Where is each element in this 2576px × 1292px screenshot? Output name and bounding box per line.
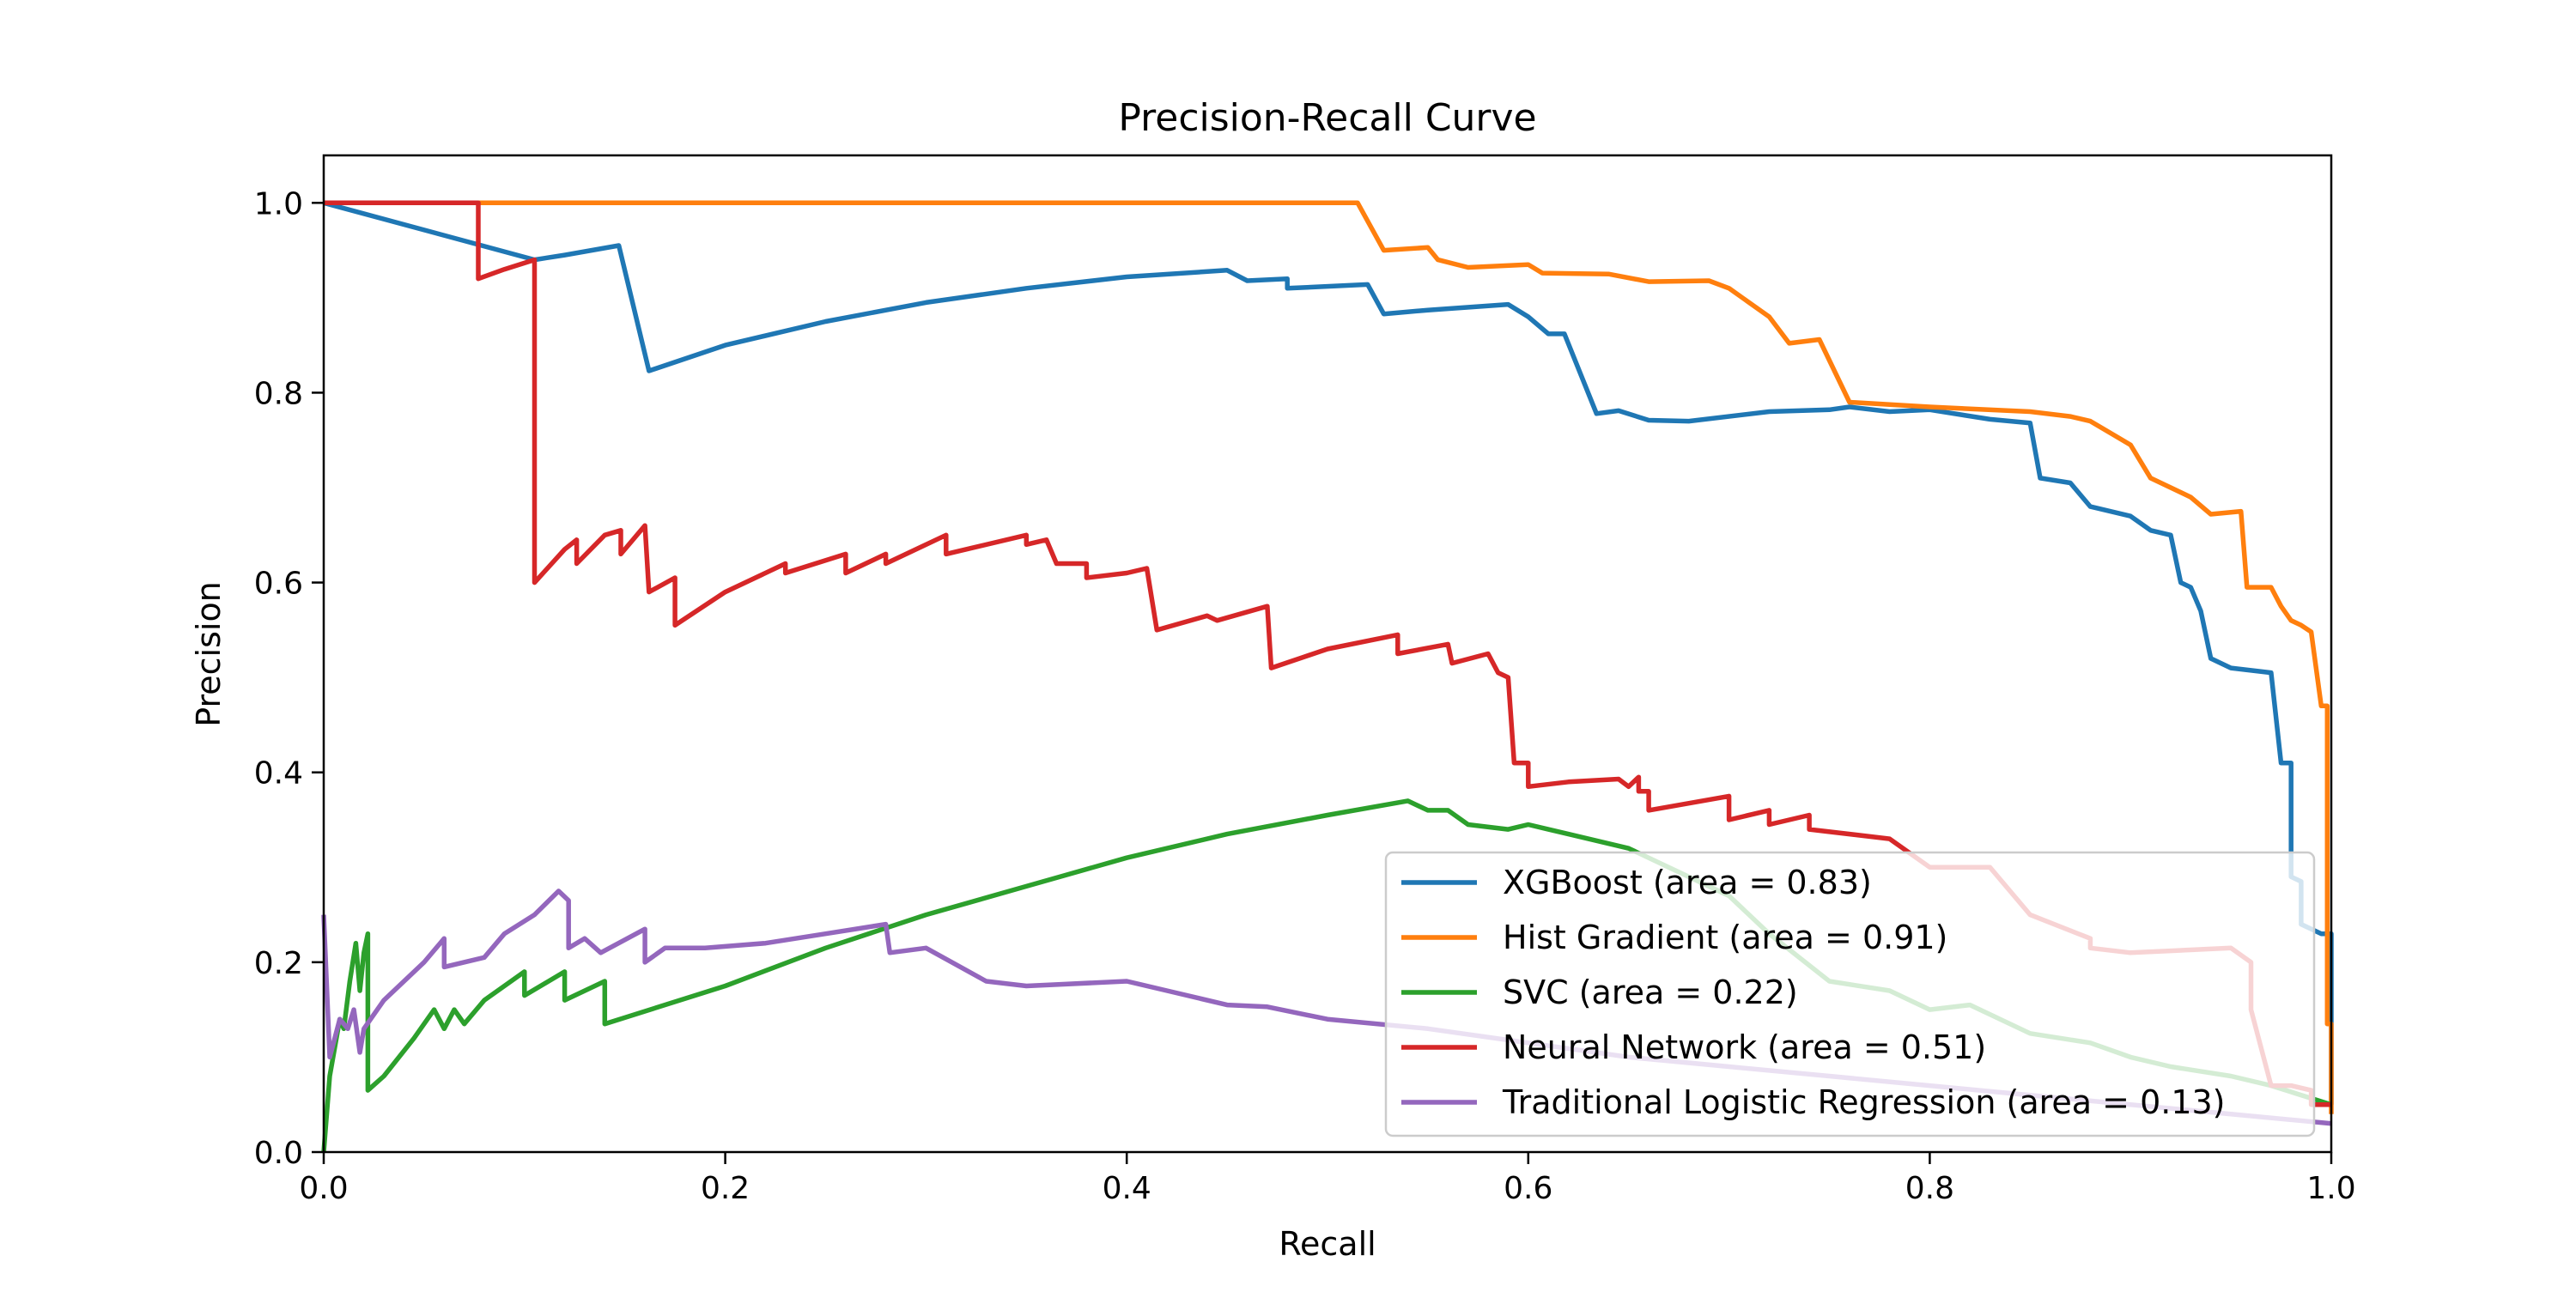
y-tick-label: 1.0 <box>254 186 303 221</box>
y-axis-label: Precision <box>190 581 228 727</box>
y-tick-label: 0.6 <box>254 567 303 602</box>
y-tick-label: 0.2 <box>254 946 303 981</box>
x-tick-label: 0.6 <box>1504 1171 1552 1206</box>
legend-label-3: Neural Network (area = 0.51) <box>1503 1028 1986 1066</box>
legend-label-2: SVC (area = 0.22) <box>1503 974 1798 1011</box>
chart-title: Precision-Recall Curve <box>1118 96 1536 140</box>
y-tick-label: 0.4 <box>254 756 303 792</box>
legend-label-0: XGBoost (area = 0.83) <box>1503 864 1872 901</box>
x-tick-label: 1.0 <box>2306 1171 2355 1206</box>
series-line-0 <box>323 200 2334 1105</box>
legend-box <box>1384 851 2316 1137</box>
x-tick-label: 0.8 <box>1905 1171 1954 1206</box>
ticks-layer: 0.0 0.2 0.4 0.6 0.8 1.0 0.0 0.2 0.4 0.6 0.8 1.0 <box>254 186 2356 1206</box>
x-tick-label: 0.4 <box>1103 1171 1151 1206</box>
plot-frame <box>322 154 2333 1154</box>
x-axis-label: Recall <box>1279 1225 1376 1263</box>
legend-label-1: Hist Gradient (area = 0.91) <box>1503 919 1947 956</box>
legend: XGBoost (area = 0.83) Hist Gradient (area… <box>1384 851 2316 1137</box>
series-line-1 <box>324 200 2334 1114</box>
x-tick-label: 0.2 <box>701 1171 750 1206</box>
x-tick-label: 0.0 <box>299 1171 348 1206</box>
y-tick-label: 0.8 <box>254 376 303 411</box>
y-tick-label: 0.0 <box>254 1136 303 1171</box>
legend-label-4: Traditional Logistic Regression (area = … <box>1502 1083 2226 1121</box>
